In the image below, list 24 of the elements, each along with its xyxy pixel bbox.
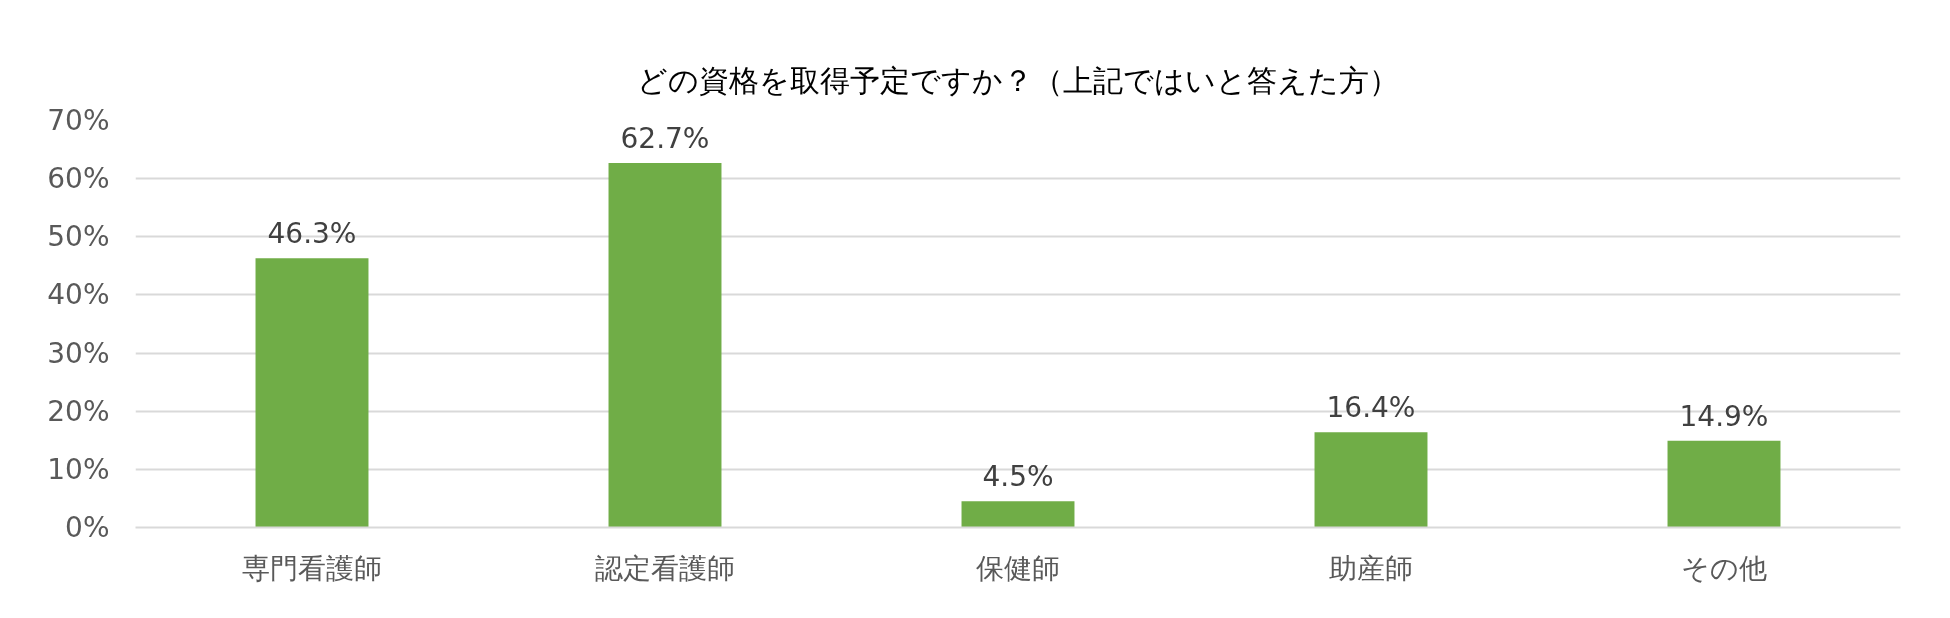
bar bbox=[608, 162, 722, 528]
x-tick-label: 専門看護師 bbox=[242, 551, 382, 585]
x-tick-label: 保健師 bbox=[976, 551, 1060, 585]
y-tick-label: 40% bbox=[47, 278, 110, 312]
data-label: 62.7% bbox=[620, 121, 710, 155]
y-tick-label: 0% bbox=[65, 511, 110, 544]
bar bbox=[255, 258, 369, 528]
y-tick-label: 10% bbox=[47, 452, 110, 486]
data-label: 16.4% bbox=[1326, 391, 1416, 425]
data-label: 14.9% bbox=[1679, 399, 1769, 433]
bar bbox=[961, 501, 1075, 528]
chart-title: どの資格を取得予定ですか？（上記ではいと答えた方） bbox=[637, 63, 1399, 98]
data-label: 4.5% bbox=[982, 460, 1054, 494]
x-tick-label: 助産師 bbox=[1329, 551, 1413, 585]
y-tick-label: 50% bbox=[47, 220, 110, 254]
y-tick-label: 30% bbox=[47, 336, 110, 370]
data-label: 46.3% bbox=[267, 217, 357, 251]
x-tick-label: その他 bbox=[1681, 551, 1767, 585]
y-tick-label: 20% bbox=[47, 394, 110, 428]
bar bbox=[1314, 432, 1428, 528]
y-tick-label: 70% bbox=[47, 104, 110, 137]
y-tick-label: 60% bbox=[47, 162, 110, 196]
bar bbox=[1667, 440, 1781, 528]
x-tick-label: 認定看護師 bbox=[595, 551, 735, 585]
